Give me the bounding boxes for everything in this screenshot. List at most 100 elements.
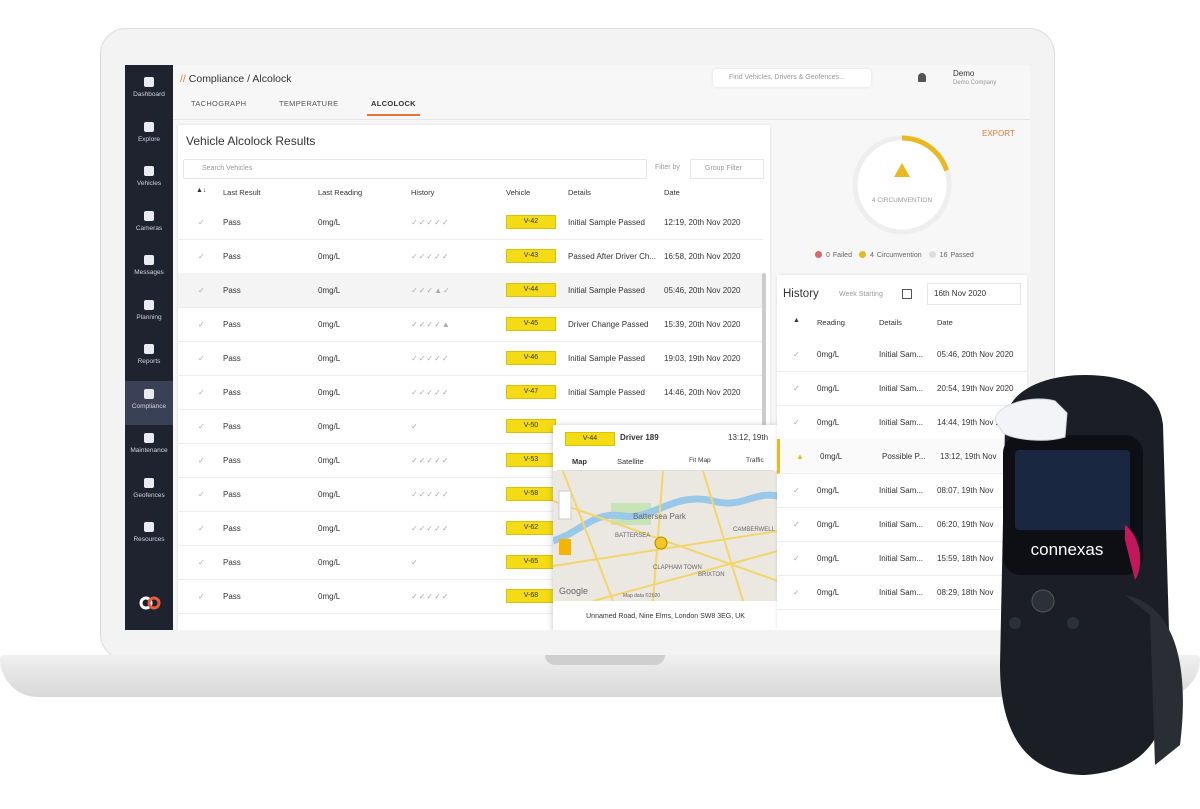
details: Initial Sample Passed: [568, 286, 645, 295]
tab[interactable]: TACHOGRAPH: [191, 99, 247, 108]
popup-time: 13:12, 19th: [728, 433, 769, 442]
sidebar-item[interactable]: Resources: [125, 514, 173, 558]
result: Pass: [223, 524, 241, 533]
map-tab[interactable]: Map: [572, 457, 587, 466]
donut-arc: [901, 135, 950, 172]
date: 12:19, 20th Nov 2020: [664, 218, 741, 227]
date: 15:39, 20th Nov 2020: [664, 320, 741, 329]
vehicle-badge[interactable]: V-62: [506, 521, 556, 535]
result-row[interactable]: ✓ Pass 0mg/L ✓✓✓✓✓ V-46 Initial Sample Passed…: [178, 341, 763, 376]
sidebar-item[interactable]: Compliance: [125, 380, 173, 425]
result-row[interactable]: ✓ Pass 0mg/L ✓ V-65: [178, 545, 763, 580]
history: ✓✓✓✓✓: [411, 354, 450, 363]
sidebar-item[interactable]: Maintenance: [125, 425, 173, 469]
reading: 0mg/L: [817, 520, 840, 529]
check-icon: ✓: [198, 388, 205, 397]
breadcrumb-separator: /: [247, 73, 251, 85]
sidebar-item[interactable]: Reports: [125, 336, 173, 380]
history-row[interactable]: ✓ 0mg/L Initial Sam... 15:59, 18th Nov: [777, 541, 1027, 576]
vehicle-badge[interactable]: V-47: [506, 385, 556, 399]
result-row[interactable]: ✓ Pass 0mg/L ✓✓✓▲✓ V-44 Initial Sample Passed…: [178, 273, 763, 308]
sort-icon[interactable]: ▲: [793, 317, 800, 324]
sidebar-item[interactable]: Explore: [125, 114, 173, 158]
vehicle-badge[interactable]: V-68: [506, 589, 556, 603]
calendar-icon[interactable]: [902, 289, 912, 299]
vehicle-search[interactable]: Search Vehicles: [183, 159, 647, 179]
vehicle-badge[interactable]: V-65: [506, 555, 556, 569]
tab[interactable]: TEMPERATURE: [279, 99, 339, 108]
vehicle-badge[interactable]: V-43: [506, 249, 556, 263]
result: Pass: [223, 422, 241, 431]
popup-vehicle: V-44: [565, 432, 615, 446]
history: ✓✓✓✓✓: [411, 218, 450, 227]
vehicle-badge[interactable]: V-46: [506, 351, 556, 365]
result-row[interactable]: ✓ Pass 0mg/L ✓✓✓✓✓ V-62: [178, 511, 763, 546]
sidebar-item[interactable]: Dashboard: [125, 69, 173, 113]
map-label: Map data ©2020: [623, 592, 660, 599]
column-header: Date: [664, 188, 680, 197]
check-icon: ✓: [198, 592, 205, 601]
result: Pass: [223, 252, 241, 261]
date: 14:46, 20th Nov 2020: [664, 388, 741, 397]
vehicle-badge[interactable]: V-58: [506, 487, 556, 501]
week-select[interactable]: 16th Nov 2020: [927, 283, 1021, 305]
reading: 0mg/L: [318, 422, 341, 431]
result-row[interactable]: ✓ Pass 0mg/L ✓✓✓✓✓ V-43 Passed After Driver C…: [178, 239, 763, 274]
result-row[interactable]: ✓ Pass 0mg/L ✓✓✓✓✓ V-58: [178, 477, 763, 512]
sidebar-item[interactable]: Messages: [125, 247, 173, 291]
result-row[interactable]: ✓ Pass 0mg/L ✓✓✓✓✓ V-53: [178, 443, 763, 478]
result-row[interactable]: ✓ Pass 0mg/L ✓✓✓✓✓ V-68: [178, 579, 763, 614]
reading: 0mg/L: [318, 218, 341, 227]
user-menu[interactable]: Demo: [953, 69, 974, 78]
result-row[interactable]: ✓ Pass 0mg/L ✓✓✓✓▲ V-45 Driver Change Passed 1…: [178, 307, 763, 342]
history-row[interactable]: ✓ 0mg/L Initial Sam... 08:07, 19th Nov: [777, 473, 1027, 508]
sidebar-icon: [144, 210, 154, 221]
history-row[interactable]: ✓ 0mg/L Initial Sam... 06:20, 19th Nov: [777, 507, 1027, 542]
reading: 0mg/L: [318, 354, 341, 363]
satellite-tab[interactable]: Satellite: [617, 457, 644, 466]
map-label: BATTERSEA: [615, 533, 650, 539]
sidebar-item[interactable]: Cameras: [125, 203, 173, 247]
vehicle-badge[interactable]: V-45: [506, 317, 556, 331]
reading: 0mg/L: [318, 490, 341, 499]
history-row[interactable]: ✓ 0mg/L Initial Sam... 08:29, 18th Nov: [777, 575, 1027, 610]
sidebar-item[interactable]: Geofences: [125, 470, 173, 514]
history-row[interactable]: ✓ 0mg/L Initial Sam... 05:46, 20th Nov 2020: [777, 337, 1027, 372]
vehicle-badge[interactable]: V-53: [506, 453, 556, 467]
details: Initial Sample Passed: [568, 388, 645, 397]
breathalyser-device: connexas: [994, 375, 1183, 775]
sort-icon[interactable]: ▲↓: [196, 187, 207, 194]
group-filter[interactable]: Group Filter: [690, 159, 764, 179]
vehicle-badge[interactable]: V-42: [506, 215, 556, 229]
fit-map-button[interactable]: Fit Map: [689, 457, 711, 464]
legend-label: Passed: [950, 252, 974, 259]
reading: 0mg/L: [318, 558, 341, 567]
summary-legend: 0 Failed 4 Circumvention 16 Passed: [815, 251, 981, 259]
sidebar-label: Compliance: [131, 402, 167, 410]
history: ✓✓✓✓✓: [411, 490, 450, 499]
breadcrumb-section[interactable]: Compliance: [188, 73, 245, 85]
history-row[interactable]: ✓ 0mg/L Initial Sam... 20:54, 19th Nov 2020: [777, 371, 1027, 406]
date: 15:59, 18th Nov: [937, 554, 994, 563]
date: 05:46, 20th Nov 2020: [937, 350, 1014, 359]
details: Initial Sample Passed: [568, 354, 645, 363]
notifications[interactable]: [918, 73, 926, 82]
tab[interactable]: ALCOLOCK: [367, 99, 420, 116]
traffic-button[interactable]: Traffic: [746, 457, 764, 464]
result-row[interactable]: ✓ Pass 0mg/L ✓✓✓✓✓ V-42 Initial Sample Passed…: [178, 205, 763, 240]
map: Battersea Park BATTERSEA CLAPHAM TOWNBRIXT…: [553, 471, 778, 601]
details: Passed After Driver Ch...: [568, 252, 657, 261]
status-icon: ✓: [793, 418, 800, 427]
vehicle-badge[interactable]: V-44: [506, 283, 556, 297]
details: Initial Sam...: [879, 520, 924, 529]
details: Initial Sample Passed: [568, 218, 645, 227]
sidebar-item[interactable]: Planning: [125, 292, 173, 336]
sidebar-item[interactable]: Vehicles: [125, 158, 173, 202]
export-button[interactable]: EXPORT: [982, 129, 1015, 138]
history-row[interactable]: ▲ 0mg/L Possible P... 13:12, 19th Nov: [777, 439, 1030, 474]
vehicle-badge[interactable]: V-50: [506, 419, 556, 433]
sidebar-icon: [144, 477, 154, 488]
result-row[interactable]: ✓ Pass 0mg/L ✓✓✓✓✓ V-47 Initial Sample Passed…: [178, 375, 763, 410]
global-search[interactable]: Find Vehicles, Drivers & Geofences...: [713, 69, 871, 87]
sidebar-icon: [144, 166, 154, 176]
